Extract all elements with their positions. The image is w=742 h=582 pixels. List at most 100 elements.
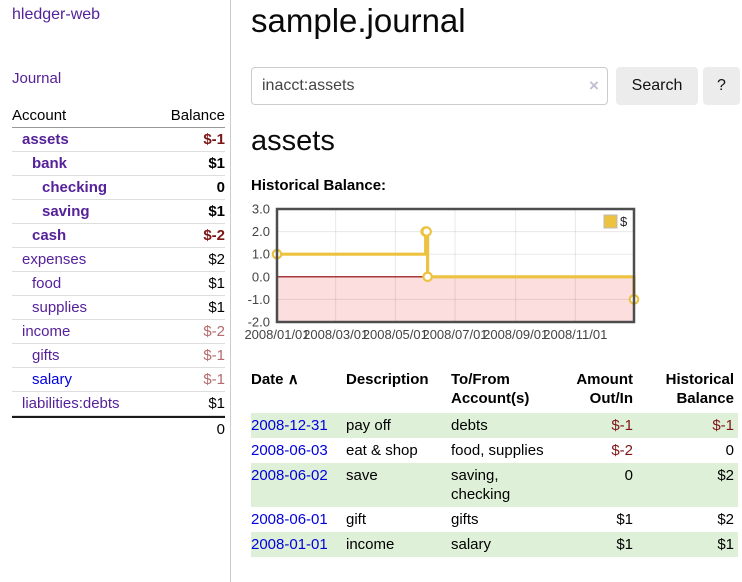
historical-balance-chart: $3.0 2.0 1.0 0.0 -1.0 -2.02008/01/012008/03/0…	[244, 202, 640, 342]
account-link-bank[interactable]: bank	[32, 154, 68, 172]
accounts-total-row: 0	[12, 416, 225, 440]
amount-cell: 0	[624, 467, 633, 484]
register-table: Date ∧ Description To/From Account(s) Am…	[251, 366, 738, 557]
account-balance: $1	[208, 202, 225, 220]
sort-ascending-icon: ∧	[287, 371, 299, 388]
y-tick-label: -1.0	[248, 292, 270, 307]
amount-column-header: Amount Out/In	[576, 371, 633, 407]
register-row: 2008-12-31 pay off debts $-1 $-1	[251, 413, 738, 438]
account-balance: $-1	[203, 346, 225, 364]
transaction-date-link[interactable]: 2008-06-02	[251, 467, 328, 484]
register-row: 2008-06-01 gift gifts $1 $2	[251, 507, 738, 532]
register-row: 2008-06-03 eat & shop food, supplies $-2 0	[251, 438, 738, 463]
data-point-marker	[421, 226, 432, 237]
account-balance: 0	[216, 178, 225, 196]
account-row: liabilities:debts $1	[12, 392, 225, 416]
search-button[interactable]: Search	[616, 67, 698, 105]
account-heading: assets	[251, 125, 335, 157]
description-cell: gift	[346, 511, 367, 528]
account-link-saving[interactable]: saving	[42, 202, 90, 220]
transaction-date-link[interactable]: 2008-12-31	[251, 417, 328, 434]
transaction-date-link[interactable]: 2008-01-01	[251, 536, 328, 553]
account-balance: $1	[208, 274, 225, 292]
y-tick-label: 2.0	[252, 224, 270, 239]
account-link-liabilities-debts[interactable]: liabilities:debts	[22, 394, 120, 412]
description-cell: eat & shop	[346, 442, 418, 459]
date-cell: 2008-06-01	[251, 507, 346, 532]
transaction-date-link[interactable]: 2008-06-01	[251, 511, 328, 528]
accounts-table: Account Balance assets $-1 bank $1 checking 0…	[12, 106, 225, 440]
accounts-cell: debts	[451, 417, 488, 434]
data-point-marker	[422, 271, 433, 283]
account-link-food[interactable]: food	[32, 274, 62, 292]
account-balance: $-1	[203, 370, 225, 388]
date-column-header[interactable]: Date ∧	[251, 366, 346, 413]
main-content: sample.journal × Search ? assets Histori…	[232, 0, 742, 582]
register-row: 2008-01-01 income salary $1 $1	[251, 532, 738, 557]
balance-column-header: Historical Balance	[665, 371, 734, 407]
account-rows: assets $-1 bank $1 checking 0 saving $1 cash $-2 e…	[12, 128, 225, 416]
y-tick-label: 0.0	[252, 269, 270, 284]
account-row: checking 0	[12, 176, 225, 200]
x-tick-label: 2008/11/01	[543, 327, 607, 342]
account-row: income $-2	[12, 320, 225, 344]
account-link-salary[interactable]: salary	[32, 370, 73, 388]
balance-column-header: Balance	[170, 107, 225, 124]
balance-cell: $-1	[712, 417, 734, 434]
account-balance: $1	[208, 154, 225, 172]
balance-cell: $2	[717, 511, 734, 528]
search-input[interactable]	[251, 67, 608, 105]
register-header-row: Date ∧ Description To/From Account(s) Am…	[251, 366, 738, 413]
x-tick-label: 2008/07/01	[422, 327, 487, 342]
register-row: 2008-06-02 save saving, checking 0 $2	[251, 463, 738, 507]
legend-color-swatch	[603, 214, 618, 229]
chart-title: Historical Balance:	[251, 177, 387, 194]
balance-cell: $1	[717, 536, 734, 553]
transaction-date-link[interactable]: 2008-06-03	[251, 442, 328, 459]
total-balance: 0	[216, 421, 225, 438]
account-link-expenses[interactable]: expenses	[22, 250, 87, 268]
account-row: bank $1	[12, 152, 225, 176]
account-link-supplies[interactable]: supplies	[32, 298, 88, 316]
amount-cell: $-2	[611, 442, 633, 459]
account-row: gifts $-1	[12, 344, 225, 368]
description-cell: save	[346, 467, 378, 484]
sidebar-item-journal[interactable]: Journal	[12, 70, 62, 87]
accounts-cell: salary	[451, 536, 492, 553]
account-link-assets[interactable]: assets	[22, 130, 69, 148]
amount-cell: $-1	[611, 417, 633, 434]
account-row: supplies $1	[12, 296, 225, 320]
help-button[interactable]: ?	[703, 67, 740, 105]
brand-link[interactable]: hledger-web	[12, 6, 101, 23]
date-cell: 2008-01-01	[251, 532, 346, 557]
y-tick-label: -2.0	[248, 315, 270, 330]
negative-region	[277, 276, 634, 322]
amount-cell: $1	[616, 511, 633, 528]
account-link-checking[interactable]: checking	[42, 178, 108, 196]
account-column-header: Account	[12, 107, 67, 124]
date-header-label: Date	[251, 371, 284, 388]
clear-search-icon[interactable]: ×	[589, 76, 599, 95]
account-row: assets $-1	[12, 128, 225, 152]
y-tick-label: 1.0	[252, 247, 270, 262]
accounts-cell: gifts	[451, 511, 479, 528]
account-row: saving $1	[12, 200, 225, 224]
tofrom-column-header: To/From Account(s)	[451, 371, 530, 407]
x-tick-label: 2008/09/01	[483, 327, 548, 342]
account-link-cash[interactable]: cash	[32, 226, 67, 244]
account-balance: $-2	[203, 226, 225, 244]
description-cell: pay off	[346, 417, 391, 434]
date-cell: 2008-06-02	[251, 463, 346, 507]
account-balance: $-2	[203, 322, 225, 340]
account-link-gifts[interactable]: gifts	[32, 346, 60, 364]
account-balance: $1	[208, 394, 225, 412]
legend-label: $	[620, 214, 628, 229]
accounts-cell: saving, checking	[451, 467, 511, 503]
page-title: sample.journal	[251, 2, 466, 39]
account-link-income[interactable]: income	[22, 322, 71, 340]
description-cell: income	[346, 536, 395, 553]
accounts-table-header: Account Balance	[12, 106, 225, 128]
accounts-cell: food, supplies	[451, 442, 544, 459]
account-balance: $1	[208, 298, 225, 316]
